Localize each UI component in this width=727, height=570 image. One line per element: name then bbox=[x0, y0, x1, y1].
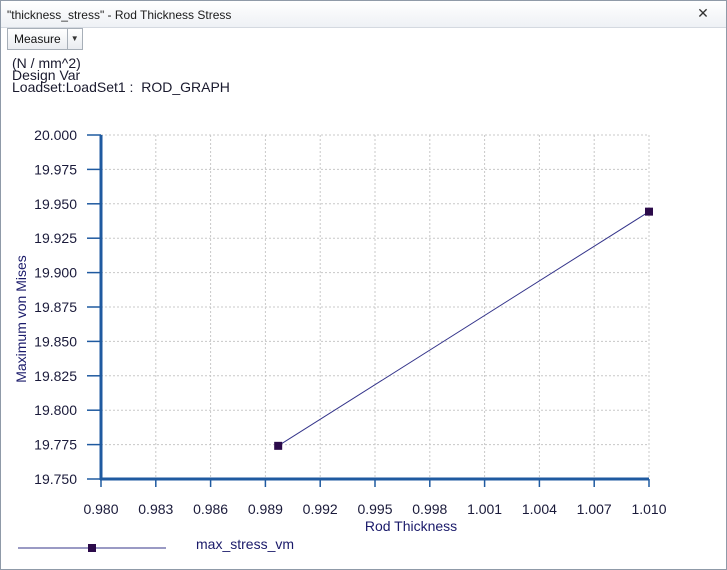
x-tick-label: 1.007 bbox=[577, 501, 612, 517]
series bbox=[274, 207, 653, 450]
y-tick-label: 19.825 bbox=[34, 368, 77, 384]
x-tick-label: 0.983 bbox=[138, 501, 173, 517]
y-tick-label: 19.875 bbox=[34, 299, 77, 315]
x-tick-label: 0.995 bbox=[357, 501, 392, 517]
grid bbox=[101, 134, 650, 479]
x-tick-label: 0.980 bbox=[83, 501, 118, 517]
chart-info: (N / mm^2) Design Var Loadset:LoadSet1 :… bbox=[12, 55, 230, 95]
y-axis-title: Maximum von Mises bbox=[13, 255, 29, 383]
legend-label: max_stress_vm bbox=[196, 536, 294, 552]
x-tick-label: 0.998 bbox=[412, 501, 447, 517]
axes: 0.980 0.983 0.986 0.989 0.992 0.995 0.998 1.001… bbox=[34, 127, 667, 517]
x-tick-label: 0.986 bbox=[193, 501, 228, 517]
units-label: (N / mm^2) bbox=[12, 55, 81, 71]
design-var-label: Design Var bbox=[12, 67, 81, 83]
y-tick-label: 19.800 bbox=[34, 402, 77, 418]
legend-marker bbox=[88, 544, 96, 552]
measure-button[interactable]: Measure bbox=[8, 29, 68, 49]
x-tick-label: 0.992 bbox=[303, 501, 338, 517]
window-title: "thickness_stress" - Rod Thickness Stres… bbox=[7, 8, 232, 22]
y-tick-label: 20.000 bbox=[34, 127, 77, 143]
y-tick-label: 19.900 bbox=[34, 265, 77, 281]
x-tick-label: 1.004 bbox=[522, 501, 557, 517]
close-icon[interactable]: ✕ bbox=[697, 5, 709, 21]
data-point bbox=[645, 207, 653, 216]
data-point bbox=[274, 441, 283, 450]
y-tick-label: 19.925 bbox=[34, 230, 77, 246]
series-line bbox=[277, 211, 650, 447]
x-tick-label: 1.001 bbox=[467, 501, 502, 517]
y-tick-label: 19.950 bbox=[34, 196, 77, 212]
y-tick-label: 19.975 bbox=[34, 161, 77, 177]
measure-toolbar: Measure ▼ bbox=[7, 28, 83, 50]
x-tick-label: 0.989 bbox=[248, 501, 283, 517]
title-bar[interactable]: "thickness_stress" - Rod Thickness Stres… bbox=[1, 1, 726, 28]
y-tick-label: 19.750 bbox=[34, 471, 77, 487]
y-tick-label: 19.775 bbox=[34, 437, 77, 453]
legend: max_stress_vm bbox=[18, 536, 294, 552]
x-tick-label: 1.010 bbox=[631, 501, 666, 517]
x-axis-title: Rod Thickness bbox=[365, 518, 457, 534]
chevron-down-icon[interactable]: ▼ bbox=[70, 34, 79, 43]
loadset-label: Loadset:LoadSet1 : ROD_GRAPH bbox=[12, 79, 230, 95]
y-tick-label: 19.850 bbox=[34, 333, 77, 349]
